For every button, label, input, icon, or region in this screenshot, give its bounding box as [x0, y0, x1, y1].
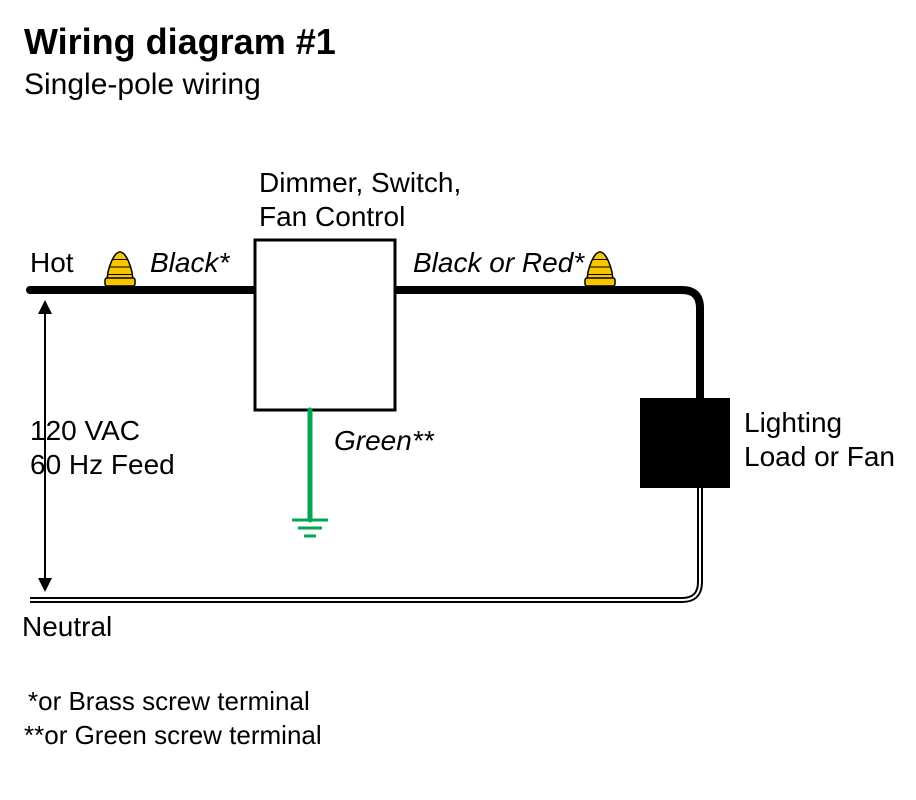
- neutral-wire-inner: [30, 488, 700, 600]
- load-label-line1: Lighting: [744, 407, 842, 438]
- black-left-label: Black*: [150, 247, 230, 278]
- switch-label-line2: Fan Control: [259, 201, 405, 232]
- black-or-red-label: Black or Red*: [413, 247, 585, 278]
- feed-label-line2: 60 Hz Feed: [30, 449, 175, 480]
- wirenut-right-icon: [585, 252, 615, 286]
- load-label-line2: Load or Fan: [744, 441, 895, 472]
- feed-arrow-down-icon: [38, 578, 52, 592]
- feed-label-line1: 120 VAC: [30, 415, 140, 446]
- load-box: [640, 398, 730, 488]
- footnote-1: *or Brass screw terminal: [28, 686, 310, 716]
- neutral-label: Neutral: [22, 611, 112, 642]
- hot-wire-right: [395, 290, 700, 398]
- neutral-wire-outer: [30, 488, 700, 600]
- wirenut-left-icon: [105, 252, 135, 286]
- footnote-2: **or Green screw terminal: [24, 720, 322, 750]
- switch-label-line1: Dimmer, Switch,: [259, 167, 461, 198]
- hot-label: Hot: [30, 247, 74, 278]
- diagram-subtitle: Single-pole wiring: [24, 68, 261, 101]
- green-label: Green**: [334, 425, 435, 456]
- diagram-title: Wiring diagram #1: [24, 21, 336, 62]
- feed-arrow-up-icon: [38, 300, 52, 314]
- switch-box: [255, 240, 395, 410]
